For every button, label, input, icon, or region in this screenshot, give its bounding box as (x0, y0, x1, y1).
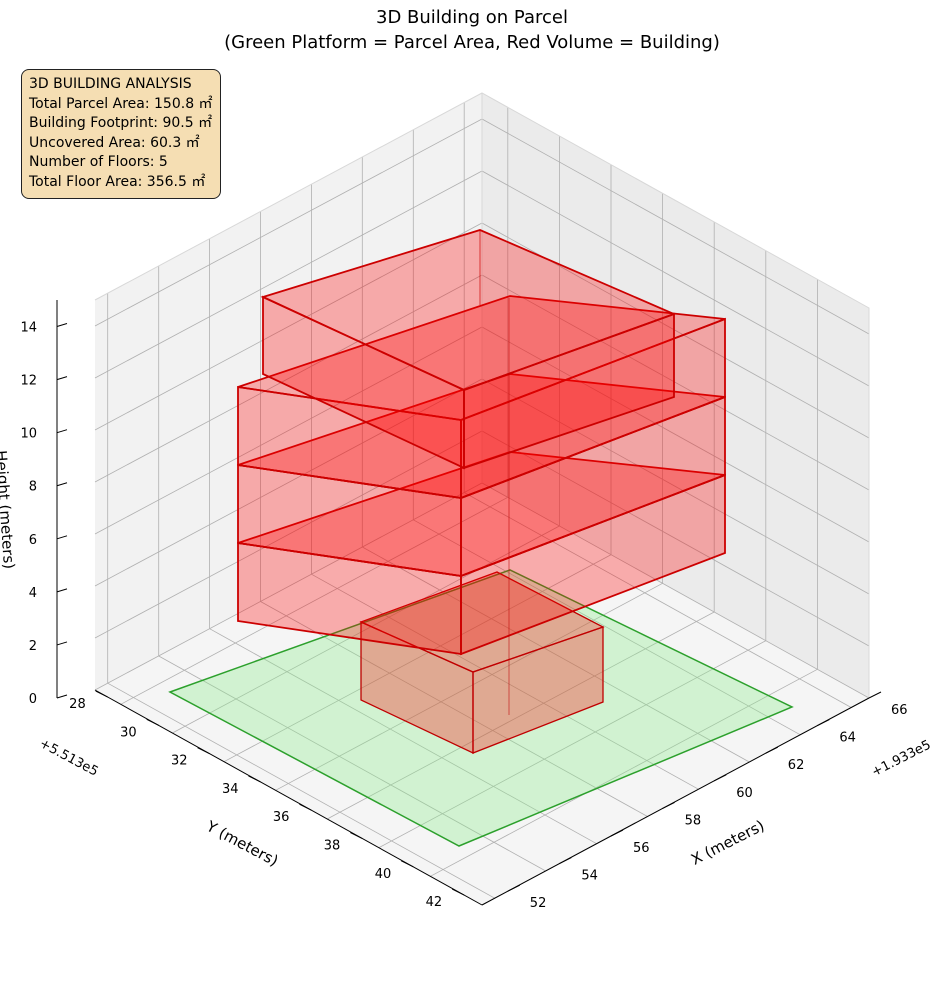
x-tick-label: 52 (530, 896, 547, 911)
pane-edge-top (94, 92, 870, 698)
parcel-platform (168, 569, 794, 847)
z-tick (56, 323, 68, 328)
pane-floor (95, 483, 869, 905)
y-tick (350, 832, 363, 839)
y-tick-label: 32 (171, 754, 188, 769)
y-tick-label: 36 (273, 810, 290, 825)
building-floor-5 (260, 229, 677, 470)
z-tick (56, 588, 68, 593)
analysis-info-box: 3D BUILDING ANALYSIS Total Parcel Area: … (21, 69, 221, 199)
x-tick (817, 719, 830, 727)
z-tick-label: 12 (20, 374, 37, 389)
y-tick (401, 860, 414, 868)
z-tick (56, 694, 68, 699)
z-tick (56, 376, 68, 381)
z-axis-label: Height (meters) (0, 450, 18, 570)
y-tick (248, 775, 261, 783)
z-tick-label: 2 (29, 639, 37, 654)
y-tick-label: 28 (69, 697, 86, 712)
z-tick (56, 535, 68, 540)
y-tick-label: 42 (426, 895, 443, 910)
x-tick-label: 60 (736, 786, 753, 801)
building-face-top (237, 295, 726, 421)
chart-subtitle: (Green Platform = Parcel Area, Red Volum… (224, 32, 720, 53)
axis-panes (95, 93, 869, 905)
axis-lines (56, 92, 870, 906)
info-uncovered-area: Uncovered Area: 60.3 ㎡ (29, 134, 200, 151)
x-tick (868, 691, 882, 699)
chart-title: 3D Building on Parcel (376, 7, 568, 28)
tick-labels: 28 30 32 34 36 38 40 42 52 54 56 58 60 62 64 66 0 2 4 6 8 10 1… (20, 321, 907, 912)
tick-marks (56, 323, 882, 896)
z-tick-label: 6 (29, 533, 37, 548)
y-tick-label: 30 (120, 725, 137, 740)
x-tick (662, 801, 675, 809)
y-tick-label: 38 (324, 839, 341, 854)
z-tick-label: 0 (29, 692, 37, 707)
x-tick-label: 66 (891, 703, 908, 718)
z-tick-label: 8 (29, 480, 37, 495)
x-tick-label: 62 (788, 758, 805, 773)
z-tick-label: 4 (29, 586, 37, 601)
x-tick (507, 884, 521, 892)
x-tick-label: 54 (581, 869, 598, 884)
x-axis-line (481, 697, 870, 906)
x-tick (713, 774, 727, 782)
y-tick (95, 690, 108, 698)
parcel-polygon (168, 569, 794, 847)
y-tick (197, 747, 210, 755)
z-tick (56, 482, 68, 487)
z-tick (56, 429, 68, 434)
info-building-footprint: Building Footprint: 90.5 ㎡ (29, 115, 213, 132)
x-tick (610, 829, 624, 837)
building-floor-4 (237, 295, 726, 500)
x-offset-label: +1.933e5 (869, 738, 933, 781)
y-axis-line (94, 689, 483, 906)
pane-left-wall (95, 93, 482, 690)
info-total-floor-area: Total Floor Area: 356.5 ㎡ (29, 173, 206, 190)
building-volume (237, 229, 726, 755)
building-face-top (359, 571, 605, 673)
building-face-top (260, 229, 677, 391)
y-tick (299, 803, 312, 811)
z-tick-label: 10 (20, 427, 37, 442)
building-floor-1 (359, 571, 605, 755)
info-heading: 3D BUILDING ANALYSIS (29, 76, 192, 92)
x-tick-label: 56 (633, 841, 650, 856)
z-tick (56, 641, 68, 646)
y-tick-label: 34 (222, 782, 239, 797)
x-tick-label: 64 (839, 731, 856, 746)
building-floor-3 (237, 373, 726, 578)
info-number-of-floors: Number of Floors: 5 (29, 154, 168, 171)
x-tick-label: 58 (685, 813, 702, 828)
y-tick-label: 40 (375, 867, 392, 882)
z-tick-label: 14 (20, 321, 37, 336)
x-tick (765, 746, 779, 754)
y-tick (146, 718, 159, 726)
y-tick (451, 888, 465, 896)
y-offset-label: +5.513e5 (37, 736, 101, 779)
y-axis-label: Y (meters) (203, 817, 282, 870)
info-total-parcel-area: Total Parcel Area: 150.8 ㎡ (29, 95, 213, 112)
x-tick (559, 857, 572, 865)
pane-right-wall (482, 93, 869, 698)
